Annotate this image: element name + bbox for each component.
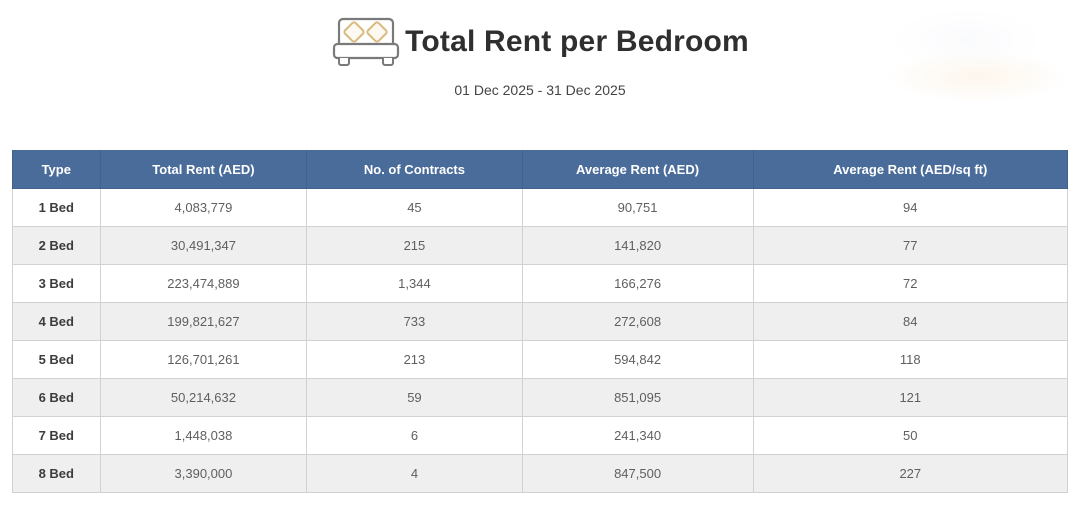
cell-total-rent: 1,448,038 <box>99 416 308 455</box>
column-header-avg-rent-sqft: Average Rent (AED/sq ft) <box>752 150 1069 189</box>
cell-avg-rent: 141,820 <box>521 226 754 265</box>
cell-contracts: 1,344 <box>306 264 523 303</box>
cell-avg-rent-sqft: 118 <box>752 340 1069 379</box>
table-header-row: Type Total Rent (AED) No. of Contracts A… <box>12 150 1069 189</box>
column-header-avg-rent: Average Rent (AED) <box>521 150 754 189</box>
cell-contracts: 215 <box>306 226 523 265</box>
cell-contracts: 59 <box>306 378 523 417</box>
column-header-type: Type <box>12 150 101 189</box>
cell-type: 2 Bed <box>12 226 101 265</box>
cell-avg-rent-sqft: 94 <box>752 188 1069 227</box>
cell-avg-rent: 166,276 <box>521 264 754 303</box>
cell-avg-rent: 851,095 <box>521 378 754 417</box>
cell-avg-rent-sqft: 227 <box>752 454 1069 493</box>
cell-avg-rent: 847,500 <box>521 454 754 493</box>
page-title: Total Rent per Bedroom <box>405 25 749 58</box>
table-body: 1 Bed 4,083,779 45 90,751 94 2 Bed 30,491,347 2… <box>12 188 1069 493</box>
cell-total-rent: 30,491,347 <box>99 226 308 265</box>
cell-total-rent: 199,821,627 <box>99 302 308 341</box>
cell-total-rent: 50,214,632 <box>99 378 308 417</box>
column-header-contracts: No. of Contracts <box>306 150 523 189</box>
cell-type: 4 Bed <box>12 302 101 341</box>
cell-avg-rent-sqft: 50 <box>752 416 1069 455</box>
cell-type: 1 Bed <box>12 188 101 227</box>
cell-contracts: 45 <box>306 188 523 227</box>
bed-icon <box>331 16 401 68</box>
cell-avg-rent-sqft: 72 <box>752 264 1069 303</box>
cell-type: 6 Bed <box>12 378 101 417</box>
title-row: Total Rent per Bedroom <box>0 16 1080 68</box>
table-row: 8 Bed 3,390,000 4 847,500 227 <box>12 454 1069 493</box>
cell-avg-rent-sqft: 84 <box>752 302 1069 341</box>
cell-type: 8 Bed <box>12 454 101 493</box>
table-row: 5 Bed 126,701,261 213 594,842 118 <box>12 340 1069 379</box>
report-header: Total Rent per Bedroom 01 Dec 2025 - 31 … <box>0 0 1080 100</box>
date-range: 01 Dec 2025 - 31 Dec 2025 <box>454 82 626 98</box>
table-header: Type Total Rent (AED) No. of Contracts A… <box>12 150 1069 189</box>
cell-type: 7 Bed <box>12 416 101 455</box>
rent-table: Type Total Rent (AED) No. of Contracts A… <box>12 150 1069 493</box>
cell-avg-rent: 241,340 <box>521 416 754 455</box>
cell-contracts: 213 <box>306 340 523 379</box>
table-row: 4 Bed 199,821,627 733 272,608 84 <box>12 302 1069 341</box>
cell-total-rent: 3,390,000 <box>99 454 308 493</box>
cell-avg-rent: 594,842 <box>521 340 754 379</box>
cell-avg-rent: 272,608 <box>521 302 754 341</box>
cell-type: 3 Bed <box>12 264 101 303</box>
table-row: 2 Bed 30,491,347 215 141,820 77 <box>12 226 1069 265</box>
cell-type: 5 Bed <box>12 340 101 379</box>
cell-avg-rent: 90,751 <box>521 188 754 227</box>
cell-contracts: 4 <box>306 454 523 493</box>
cell-contracts: 733 <box>306 302 523 341</box>
table-row: 1 Bed 4,083,779 45 90,751 94 <box>12 188 1069 227</box>
cell-total-rent: 4,083,779 <box>99 188 308 227</box>
table-row: 3 Bed 223,474,889 1,344 166,276 72 <box>12 264 1069 303</box>
cell-contracts: 6 <box>306 416 523 455</box>
table-row: 7 Bed 1,448,038 6 241,340 50 <box>12 416 1069 455</box>
cell-avg-rent-sqft: 77 <box>752 226 1069 265</box>
table-row: 6 Bed 50,214,632 59 851,095 121 <box>12 378 1069 417</box>
cell-total-rent: 223,474,889 <box>99 264 308 303</box>
rent-table-container: Type Total Rent (AED) No. of Contracts A… <box>12 150 1069 493</box>
column-header-total-rent: Total Rent (AED) <box>99 150 308 189</box>
cell-avg-rent-sqft: 121 <box>752 378 1069 417</box>
cell-total-rent: 126,701,261 <box>99 340 308 379</box>
